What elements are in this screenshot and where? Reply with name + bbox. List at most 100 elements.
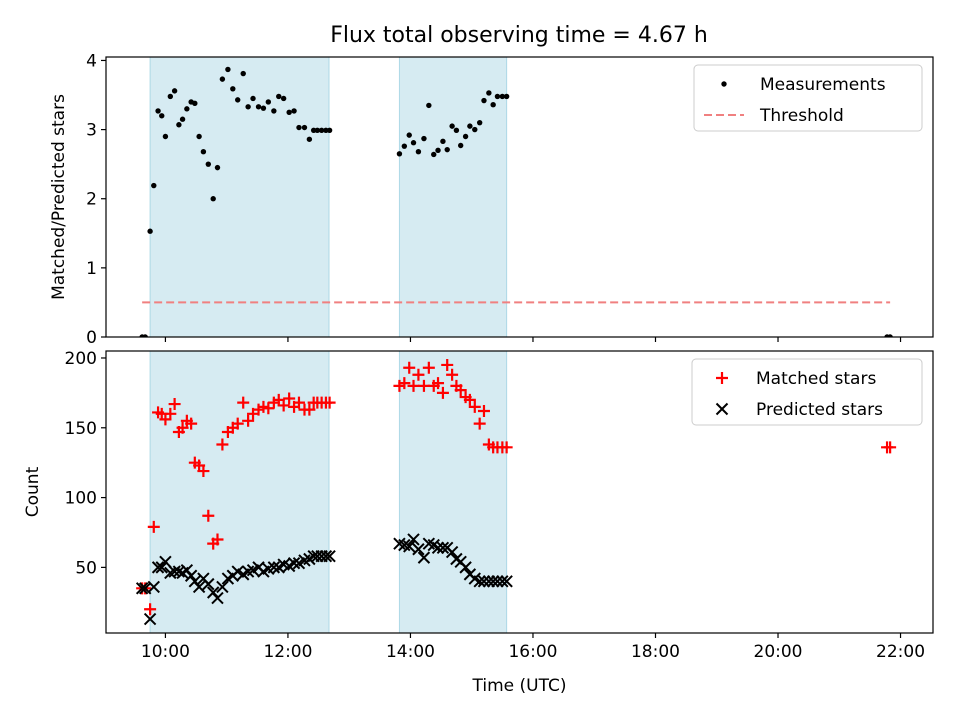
measurement-point: [306, 136, 313, 142]
predicted-stars-point: [155, 561, 168, 574]
measurement-point: [280, 95, 287, 102]
measurement-point: [230, 86, 236, 92]
x-tick-label: 14:00: [386, 642, 435, 662]
legend-label: Measurements: [760, 75, 886, 95]
matched-stars-point: [231, 417, 244, 430]
matched-stars-point: [197, 465, 210, 478]
measurement-point: [472, 126, 478, 133]
predicted-stars-point: [459, 561, 472, 574]
shaded-interval: [149, 350, 330, 634]
matched-stars-point: [176, 421, 189, 434]
legend-swatch: [721, 81, 727, 87]
y-axis-label: Matched/Predicted stars: [49, 94, 69, 300]
y-tick-label: 0: [86, 328, 97, 348]
y-tick-label: 150: [65, 419, 97, 439]
measurement-point: [481, 97, 487, 104]
measurement-point: [265, 99, 272, 105]
matched-stars-point: [398, 377, 411, 390]
y-axis-label: Count: [23, 466, 43, 517]
legend-box: [691, 358, 923, 426]
measurement-point: [235, 97, 241, 103]
predicted-stars-point: [323, 550, 336, 563]
measurement-point: [162, 133, 169, 140]
predicted-stars-point: [147, 580, 160, 594]
matched-stars-point: [473, 417, 486, 430]
measurement-point: [476, 119, 483, 126]
y-tick-label: 200: [65, 349, 97, 369]
measurement-point: [159, 113, 165, 119]
y-tick-label: 100: [65, 489, 97, 509]
matched-stars-point: [242, 414, 255, 427]
measurement-point: [301, 124, 308, 131]
measurement-point: [214, 164, 221, 171]
measurement-point: [444, 146, 450, 153]
measurement-point: [490, 102, 496, 108]
measurement-point: [240, 70, 246, 77]
bottom-panel: 10:00 12:00 14:00 16:00 18:00 20:00 22:00 50 100…: [23, 349, 934, 696]
predicted-stars-point: [151, 561, 165, 574]
predicted-stars-point: [267, 561, 281, 574]
measurement-point: [167, 93, 174, 100]
matched-stars-point: [262, 402, 275, 415]
predicted-stars-point: [436, 541, 450, 555]
matched-stars-point: [237, 396, 250, 409]
predicted-stars-point: [417, 551, 431, 564]
measurement-point: [326, 127, 333, 133]
measurement-point: [401, 143, 408, 149]
measurement-point: [426, 102, 432, 109]
axes-frame: [105, 56, 934, 338]
chart-title: Flux total observing time = 4.67 h: [330, 23, 708, 48]
predicted-stars-point: [216, 580, 229, 594]
predicted-stars-point: [486, 575, 500, 588]
measurement-point: [276, 93, 282, 100]
x-axis-label: Time (UTC): [472, 676, 567, 696]
measurement-point: [260, 105, 267, 111]
predicted-stars-point: [403, 540, 416, 553]
shaded-interval: [398, 56, 508, 338]
measurement-point: [271, 108, 277, 114]
matched-stars-point: [446, 368, 459, 381]
measurement-point: [494, 93, 501, 100]
predicted-stars-point: [143, 612, 157, 626]
y-tick-label: 3: [86, 121, 97, 141]
measurement-point: [457, 142, 464, 149]
measurement-point: [318, 127, 325, 133]
measurement-point: [176, 122, 182, 128]
legend-swatch: [716, 372, 728, 384]
matched-stars-point: [164, 407, 177, 420]
matched-stars-point: [292, 396, 305, 409]
measurement-point: [200, 149, 207, 155]
measurement-point: [431, 151, 437, 158]
matched-stars-point: [168, 398, 181, 411]
measurement-point: [151, 182, 157, 189]
legend-swatch: [715, 402, 729, 416]
predicted-stars-point: [192, 580, 206, 594]
x-tick-label: 22:00: [876, 642, 925, 662]
matched-stars-point: [216, 438, 229, 451]
measurement-point: [406, 132, 412, 138]
matched-stars-point: [185, 417, 198, 430]
measurement-point: [499, 93, 506, 100]
matched-stars-point: [303, 403, 316, 416]
legend-label: Threshold: [759, 106, 844, 126]
measurement-point: [410, 140, 417, 146]
y-tick-label: 2: [86, 190, 97, 210]
measurement-point: [155, 108, 161, 114]
matched-stars-point: [884, 441, 897, 454]
shaded-interval: [398, 350, 508, 634]
matched-stars-point: [283, 392, 296, 405]
measurement-point: [453, 127, 460, 133]
measurement-point: [421, 135, 427, 142]
measurement-point: [291, 108, 297, 114]
predicted-stars-point: [287, 556, 301, 570]
x-tick-label: 20:00: [754, 642, 803, 662]
shaded-interval: [149, 56, 330, 338]
predicted-stars-point: [496, 575, 509, 588]
predicted-stars-point: [445, 545, 459, 559]
top-panel: 0 1 2 3 4 Matched/Predicted stars Measurements…: [49, 51, 934, 348]
measurement-point: [486, 90, 492, 96]
measurement-point: [205, 161, 212, 167]
measurement-point: [184, 106, 190, 112]
